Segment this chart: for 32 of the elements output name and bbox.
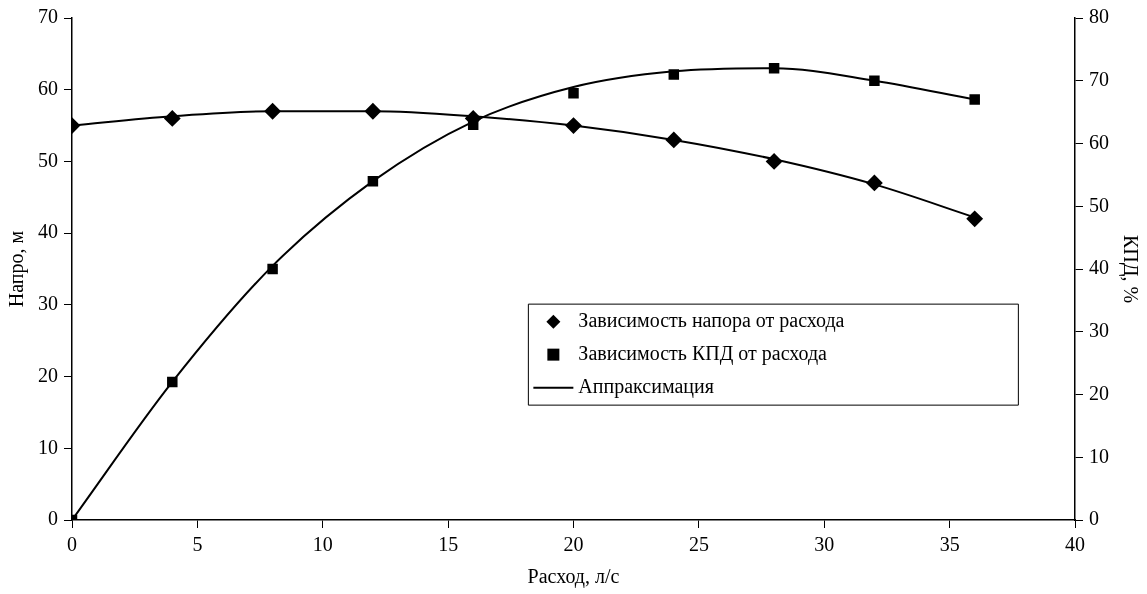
x-tick-label: 35	[939, 533, 960, 556]
legend-label: Аппраксимация	[578, 374, 714, 398]
y-axis-title: Напро, м	[5, 230, 29, 308]
y-tick-label: 40	[38, 220, 58, 243]
y-tick-label: 30	[38, 292, 58, 315]
y2-axis-title: КПД, %	[1118, 234, 1142, 304]
y-tick-label: 50	[38, 148, 58, 171]
x-tick-label: 25	[688, 533, 709, 556]
y-tick-label: 60	[38, 76, 58, 99]
y-tick-label: 10	[38, 435, 58, 458]
y2-tick-label: 0	[1089, 507, 1099, 530]
x-tick-label: 15	[438, 533, 459, 556]
legend-label: Зависимость КПД от расхода	[578, 341, 828, 365]
x-tick-label: 10	[312, 533, 333, 556]
legend-label: Зависимость напора от расхода	[578, 308, 845, 332]
x-tick-label: 0	[67, 533, 77, 556]
y-tick-label: 0	[48, 507, 58, 530]
y-tick-label: 20	[38, 363, 58, 386]
y2-tick-label: 80	[1089, 5, 1109, 28]
y2-tick-label: 30	[1089, 319, 1109, 341]
y2-tick-label: 50	[1089, 193, 1109, 216]
y2-tick-label: 70	[1089, 68, 1109, 90]
y-tick-label: 70	[38, 5, 58, 28]
y2-tick-label: 40	[1089, 256, 1109, 279]
y2-tick-label: 20	[1089, 381, 1109, 404]
x-tick-label: 20	[563, 533, 584, 556]
y2-tick-label: 10	[1089, 444, 1109, 467]
x-axis-title: Расход, л/с	[527, 565, 620, 589]
x-tick-label: 30	[814, 533, 835, 556]
x-tick-label: 5	[192, 533, 203, 556]
x-tick-label: 40	[1065, 533, 1085, 556]
y2-tick-label: 60	[1089, 130, 1109, 153]
